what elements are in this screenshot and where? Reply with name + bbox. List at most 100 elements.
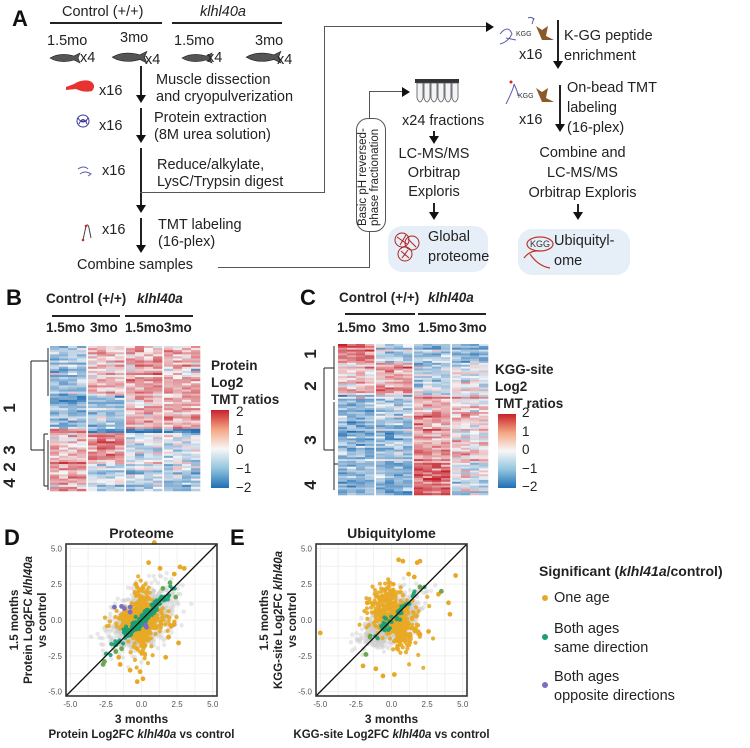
heatmap-cell [479,391,489,394]
heatmap-cell [347,394,357,398]
heatmap-cell [88,453,98,457]
heatmap-cell [356,353,366,356]
point-not-significant [165,603,170,609]
heatmap-cell [173,447,183,450]
heatmap-cell [470,394,480,398]
heatmap-cell [173,472,183,475]
heatmap-cell [77,480,87,484]
heatmap-cell [423,468,433,471]
heatmap-cell [68,414,78,417]
heatmap-cell [144,449,154,452]
heatmap-cell [191,372,201,376]
heatmap-cell [191,383,201,386]
heatmap-cell [77,449,87,452]
heatmap-cell [97,443,107,446]
heatmap-cell [394,481,404,484]
heatmap-cell [376,430,386,434]
heatmap-cell [173,443,183,446]
heatmap-cell [173,360,183,363]
heatmap-cell [452,485,462,488]
heatmap-cell [191,488,201,492]
heatmap-cell [153,381,163,384]
heatmap-cell [403,391,413,394]
heatmap-cell [50,430,60,434]
heatmap-cell [376,444,386,447]
heatmap-cell [394,451,404,454]
heatmap-cell [414,478,424,481]
heatmap-cell [432,436,442,439]
heatmap-cell [441,393,451,396]
heatmap-cell [126,364,136,368]
heatmap-cell [106,455,116,459]
heatmap-cell [365,349,375,352]
heatmap-cell [126,445,136,448]
heatmap-cell [164,406,174,409]
heatmap-cell [376,427,386,430]
point-not-significant [175,600,180,605]
heatmap-cell [385,402,395,405]
heatmap-cell [173,391,183,394]
heatmap-cell [414,472,424,475]
heatmap-cell [88,358,98,361]
heatmap-cell [77,447,87,450]
heatmap-cell [144,393,154,397]
heatmap-cell [77,416,87,419]
heatmap-cell [126,401,136,405]
heatmap-cell [338,410,348,413]
heatmap-cell [97,410,107,413]
heatmap-cell [153,422,163,426]
heatmap-cell [441,462,451,466]
heatmap-cell [77,433,87,436]
heatmap-cell [365,345,375,349]
heatmap-cell [153,486,163,490]
heatmap-cell [479,376,489,379]
heatmap-cell [182,364,192,368]
heatmap-cell [461,459,471,462]
heatmap-cell [77,472,87,475]
heatmap-cell [347,391,357,394]
heatmap-cell [365,385,375,388]
point-one-age [166,609,171,614]
heatmap-cell [59,482,69,486]
heatmap-cell [394,449,404,452]
heatmap-cell [376,387,386,390]
heatmap-cell [106,480,116,484]
heatmap-cell [432,377,442,381]
heatmap-cell [144,484,154,488]
heatmap-cell [414,457,424,460]
heatmap-cell [365,468,375,471]
global-proteome-label: Global proteome [428,229,490,265]
heatmap-cell [115,472,125,475]
heatmap-cell [376,396,386,400]
heatmap-cell [452,362,462,366]
heatmap-cell [441,474,451,477]
heatmap-cell [50,484,60,488]
heatmap-cell [432,491,442,494]
heatmap-cell [347,402,357,405]
heatmap-cell [365,406,375,409]
heatmap-cell [338,423,348,426]
heatmap-cell [356,355,366,358]
heatmap-cell [376,447,386,450]
flow-line [140,218,142,246]
heatmap-cell [385,376,395,379]
heatmap-cell [461,355,471,358]
heatmap-cell [432,391,442,394]
heatmap-cell [470,410,480,413]
heatmap-cell [77,391,87,394]
heatmap-cell [479,347,489,350]
heatmap-cell [338,468,348,471]
heatmap-cell [394,457,404,460]
heatmap-cell [470,451,480,454]
heatmap-cell [77,381,87,384]
heatmap-cell [347,377,357,381]
heatmap-cell [432,381,442,384]
heatmap-cell [403,398,413,401]
heatmap-cell [365,455,375,458]
heatmap-cell [356,368,366,371]
heatmap-cell [126,453,136,457]
heatmap-cell [106,422,116,426]
heatmap-cell [77,379,87,382]
heatmap-cell [441,406,451,409]
